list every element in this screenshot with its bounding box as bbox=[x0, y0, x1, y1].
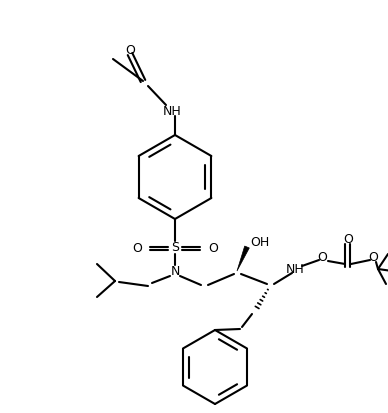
Text: O: O bbox=[368, 251, 378, 264]
Text: O: O bbox=[317, 251, 327, 264]
Text: NH: NH bbox=[163, 105, 181, 118]
Text: S: S bbox=[171, 241, 179, 254]
Text: N: N bbox=[170, 265, 180, 278]
Text: OH: OH bbox=[250, 236, 269, 249]
Text: O: O bbox=[132, 242, 142, 255]
Polygon shape bbox=[237, 247, 249, 271]
Text: O: O bbox=[125, 43, 135, 56]
Text: O: O bbox=[343, 233, 353, 246]
Text: O: O bbox=[208, 242, 218, 255]
Text: NH: NH bbox=[286, 263, 304, 276]
